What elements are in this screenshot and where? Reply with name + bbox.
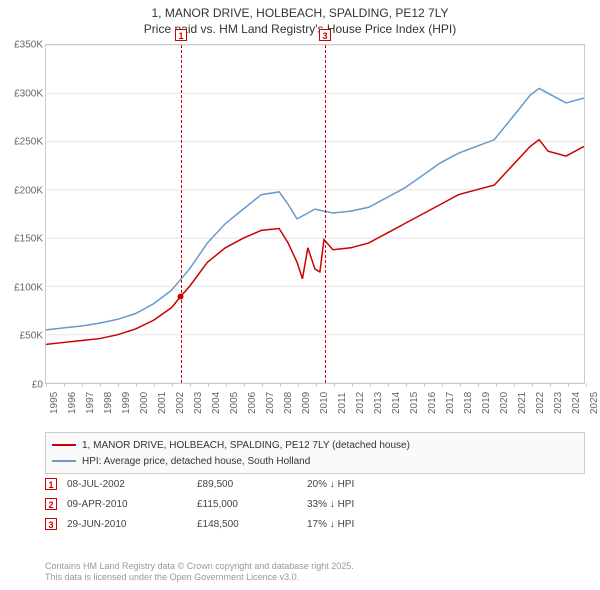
x-axis-label: 2015 xyxy=(409,392,420,414)
x-axis-label: 2009 xyxy=(301,392,312,414)
chart-plot-area: £0£50K£100K£150K£200K£250K£300K£350K 199… xyxy=(45,44,585,384)
transactions-table: 1 08-JUL-2002 £89,500 20% ↓ HPI 2 09-APR… xyxy=(45,474,585,534)
title-line-2: Price paid vs. HM Land Registry's House … xyxy=(0,22,600,38)
x-axis-label: 2019 xyxy=(481,392,492,414)
x-axis-label: 2023 xyxy=(553,392,564,414)
x-axis-label: 2011 xyxy=(337,392,348,414)
x-axis-label: 2001 xyxy=(157,392,168,414)
table-row: 3 29-JUN-2010 £148,500 17% ↓ HPI xyxy=(45,514,585,534)
txn-date: 09-APR-2010 xyxy=(67,499,187,510)
x-axis-label: 1995 xyxy=(49,392,60,414)
attribution-line: This data is licensed under the Open Gov… xyxy=(45,572,354,584)
legend-box: 1, MANOR DRIVE, HOLBEACH, SPALDING, PE12… xyxy=(45,432,585,474)
y-axis-label: £250K xyxy=(1,137,43,148)
txn-delta: 33% ↓ HPI xyxy=(307,499,427,510)
txn-price: £115,000 xyxy=(197,499,297,510)
txn-price: £89,500 xyxy=(197,479,297,490)
attribution-text: Contains HM Land Registry data © Crown c… xyxy=(45,561,354,584)
txn-delta: 20% ↓ HPI xyxy=(307,479,427,490)
flag-icon: 1 xyxy=(45,478,57,490)
x-axis-label: 1997 xyxy=(85,392,96,414)
txn-price: £148,500 xyxy=(197,519,297,530)
y-axis-label: £200K xyxy=(1,185,43,196)
series-line-price_paid xyxy=(46,140,584,345)
x-axis-label: 2012 xyxy=(355,392,366,414)
flag-icon: 3 xyxy=(45,518,57,530)
marker-line xyxy=(325,45,326,383)
x-axis-label: 2016 xyxy=(427,392,438,414)
x-axis-label: 2008 xyxy=(283,392,294,414)
chart-svg xyxy=(46,45,584,383)
x-axis-label: 2017 xyxy=(445,392,456,414)
y-axis-label: £100K xyxy=(1,282,43,293)
y-axis-label: £50K xyxy=(1,331,43,342)
legend-row: HPI: Average price, detached house, Sout… xyxy=(52,453,578,469)
title-line-1: 1, MANOR DRIVE, HOLBEACH, SPALDING, PE12… xyxy=(0,6,600,22)
x-axis-label: 2005 xyxy=(229,392,240,414)
txn-delta: 17% ↓ HPI xyxy=(307,519,427,530)
title-block: 1, MANOR DRIVE, HOLBEACH, SPALDING, PE12… xyxy=(0,0,600,37)
x-axis-label: 2010 xyxy=(319,392,330,414)
legend-swatch xyxy=(52,444,76,446)
flag-icon: 1 xyxy=(175,29,187,41)
x-axis-label: 2013 xyxy=(373,392,384,414)
legend-row: 1, MANOR DRIVE, HOLBEACH, SPALDING, PE12… xyxy=(52,437,578,453)
y-axis-label: £0 xyxy=(1,380,43,391)
series-line-hpi xyxy=(46,88,584,329)
x-axis-label: 2006 xyxy=(247,392,258,414)
chart-container: 1, MANOR DRIVE, HOLBEACH, SPALDING, PE12… xyxy=(0,0,600,590)
txn-date: 29-JUN-2010 xyxy=(67,519,187,530)
x-axis-label: 2002 xyxy=(175,392,186,414)
legend-swatch xyxy=(52,460,76,462)
txn-date: 08-JUL-2002 xyxy=(67,479,187,490)
x-axis-label: 2024 xyxy=(571,392,582,414)
x-axis-label: 2020 xyxy=(499,392,510,414)
flag-icon: 2 xyxy=(45,498,57,510)
x-axis-label: 1999 xyxy=(121,392,132,414)
x-axis-label: 1998 xyxy=(103,392,114,414)
table-row: 2 09-APR-2010 £115,000 33% ↓ HPI xyxy=(45,494,585,514)
x-axis-label: 2014 xyxy=(391,392,402,414)
y-axis-label: £150K xyxy=(1,234,43,245)
y-axis-label: £350K xyxy=(1,40,43,51)
marker-line xyxy=(181,45,182,383)
legend-label: 1, MANOR DRIVE, HOLBEACH, SPALDING, PE12… xyxy=(82,440,410,451)
x-axis-label: 2021 xyxy=(517,392,528,414)
attribution-line: Contains HM Land Registry data © Crown c… xyxy=(45,561,354,573)
y-axis-label: £300K xyxy=(1,88,43,99)
x-axis-label: 1996 xyxy=(67,392,78,414)
x-axis-label: 2025 xyxy=(589,392,600,414)
x-axis-label: 2000 xyxy=(139,392,150,414)
x-axis-label: 2003 xyxy=(193,392,204,414)
flag-icon: 3 xyxy=(319,29,331,41)
x-axis-label: 2004 xyxy=(211,392,222,414)
legend-label: HPI: Average price, detached house, Sout… xyxy=(82,456,310,467)
table-row: 1 08-JUL-2002 £89,500 20% ↓ HPI xyxy=(45,474,585,494)
x-axis-label: 2022 xyxy=(535,392,546,414)
x-axis-label: 2007 xyxy=(265,392,276,414)
x-axis-label: 2018 xyxy=(463,392,474,414)
